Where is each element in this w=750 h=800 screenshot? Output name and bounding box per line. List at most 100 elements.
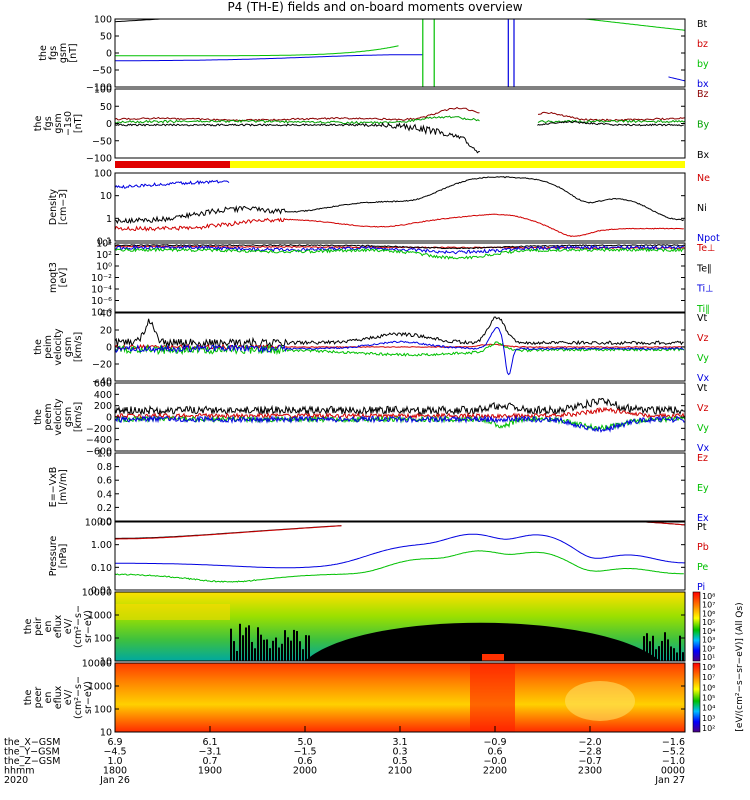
ytick-temp-0: 10⁴ <box>96 239 112 250</box>
peir-noise <box>275 638 277 661</box>
ytick-fgs-0: 100 <box>94 15 112 26</box>
legend-peim-0: Vt <box>697 313 707 324</box>
panel-frame-efield <box>115 453 685 521</box>
peir-noise <box>646 633 648 661</box>
ytick-efield-4: 0.2 <box>97 503 112 514</box>
colorbar-label: [eV/(cm²−s−sr−eV)] (All Qs) <box>735 602 745 731</box>
ytick-efield-2: 0.6 <box>97 476 112 487</box>
ylabel-peer: the peer en eflux eV/(cm²−s− sr−eV) <box>23 676 94 719</box>
ytick-peir-2: 100 <box>94 634 112 645</box>
xaxis-row-label-4: 2020 <box>4 775 28 786</box>
ytick-temp-4: 10⁻⁴ <box>91 285 112 296</box>
legend-peim-2: Vy <box>697 353 709 364</box>
ytick-peim-1: 20 <box>100 326 112 337</box>
peir-noise <box>296 631 298 661</box>
legend-fgs-1s-2: Bx <box>697 150 710 161</box>
ylabel-peim: the peim velocity gsm [km/s] <box>33 328 84 366</box>
series-fgs-bx-end <box>669 77 686 81</box>
ylabel-peir: the peir en eflux eV/(cm²−s− sr−eV) <box>23 605 94 648</box>
ytick-fgs-3: −50 <box>92 66 112 77</box>
peir-noise <box>236 651 238 661</box>
peir-noise <box>257 627 259 661</box>
peir-noise <box>308 635 310 661</box>
peir-noise <box>290 641 292 661</box>
ytick-peem-2: 200 <box>94 401 112 412</box>
ytick-pressure-2: 0.10 <box>91 563 112 574</box>
peir-noise <box>287 637 289 661</box>
colorbar-tick: 10¹ <box>702 653 715 662</box>
ytick-temp-3: 10⁻² <box>91 273 112 284</box>
ylabel-line: [cm−3] <box>58 189 69 225</box>
ylabel-fgs-1s: the fgs gsm −1s0 [nT] <box>33 111 84 136</box>
legend-fgs-1: bz <box>697 39 708 50</box>
ylabel-temp: moqt3 [eV] <box>48 262 69 293</box>
legend-peem-1: Vz <box>697 403 709 414</box>
peir-noise <box>649 641 651 661</box>
ylabel-peem: the peem velocity gsm [km/s] <box>33 398 84 436</box>
colorbar-tick: 10⁷ <box>702 673 715 682</box>
colorbar-tick: 10⁶ <box>702 683 715 692</box>
panel-frame-fgs <box>115 19 685 87</box>
panel-frame-temp <box>115 243 685 312</box>
ylabel-line: [nPa] <box>58 544 69 569</box>
colorbar-tick: 10² <box>702 724 715 733</box>
peir-noise <box>272 641 274 661</box>
legend-fgs-2: by <box>697 59 709 70</box>
peir-noise <box>679 636 681 661</box>
ylabel-line: [nT] <box>73 114 84 133</box>
peir-band <box>115 604 230 620</box>
ytick-efield-0: 1.0 <box>97 449 112 460</box>
colorbar-tick: 10² <box>702 644 715 653</box>
series-peim-vx <box>115 328 684 375</box>
peir-noise <box>676 652 678 661</box>
ylabel-density: Density [cm−3] <box>48 189 69 225</box>
ytick-fgs-1s-2: 0 <box>106 119 112 130</box>
series-pe <box>115 551 684 582</box>
colorbar-peir <box>693 592 700 661</box>
peir-noise <box>233 641 235 661</box>
ytick-pressure-0: 10.00 <box>85 518 112 529</box>
ytick-efield-3: 0.4 <box>97 489 112 500</box>
xaxis-value-0-4: Jan 26 <box>99 775 130 786</box>
legend-pressure-2: Pe <box>697 562 708 573</box>
series-peem-vx <box>115 417 685 432</box>
ytick-density-1: 10 <box>100 191 112 202</box>
legend-density-0: Ne <box>697 173 710 184</box>
ytick-peem-1: 400 <box>94 390 112 401</box>
colorbar-tick: 10⁸ <box>702 663 715 672</box>
peir-noise <box>643 636 645 661</box>
ytick-temp-2: 10⁰ <box>96 262 112 273</box>
ytick-temp-5: 10⁻⁶ <box>91 296 112 307</box>
series-fgs1s-bx <box>115 121 684 152</box>
ylabel-line: sr−eV) <box>83 610 94 643</box>
ytick-fgs-2: 0 <box>106 49 112 60</box>
ytick-fgs-1s-0: 100 <box>94 85 112 96</box>
ylabel-pressure: Pressure [nPa] <box>48 536 69 577</box>
peir-noise <box>305 635 307 661</box>
peer-light-region <box>565 681 635 721</box>
ylabel-line: [nT] <box>68 43 79 62</box>
ytick-peim-0: 40 <box>100 309 112 320</box>
legend-fgs-0: Bt <box>697 19 708 30</box>
xaxis-value-6-4: Jan 27 <box>654 775 685 786</box>
legend-efield-0: Ez <box>697 453 708 464</box>
peir-noise <box>302 649 304 661</box>
colorbar-tick: 10³ <box>702 636 715 645</box>
peir-noise <box>281 644 283 661</box>
mode-bar-red <box>115 161 230 168</box>
ytick-fgs-1s-3: −50 <box>92 136 112 147</box>
peir-noise <box>260 635 262 661</box>
series-fgs1s-bz <box>115 108 685 121</box>
peir-noise <box>248 625 250 661</box>
legend-temp-1: Te∥ <box>696 263 712 274</box>
xaxis-value-4-3: 2200 <box>483 766 507 777</box>
peir-noise <box>251 642 253 661</box>
legend-density-1: Ni <box>697 203 707 214</box>
series-fgs-by <box>115 19 685 56</box>
xaxis-value-3-3: 2100 <box>388 766 412 777</box>
ytick-fgs-1s-4: −100 <box>86 154 112 165</box>
peir-noise <box>245 627 247 661</box>
ytick-peir-0: 10000 <box>82 588 112 599</box>
peir-noise <box>655 649 657 661</box>
